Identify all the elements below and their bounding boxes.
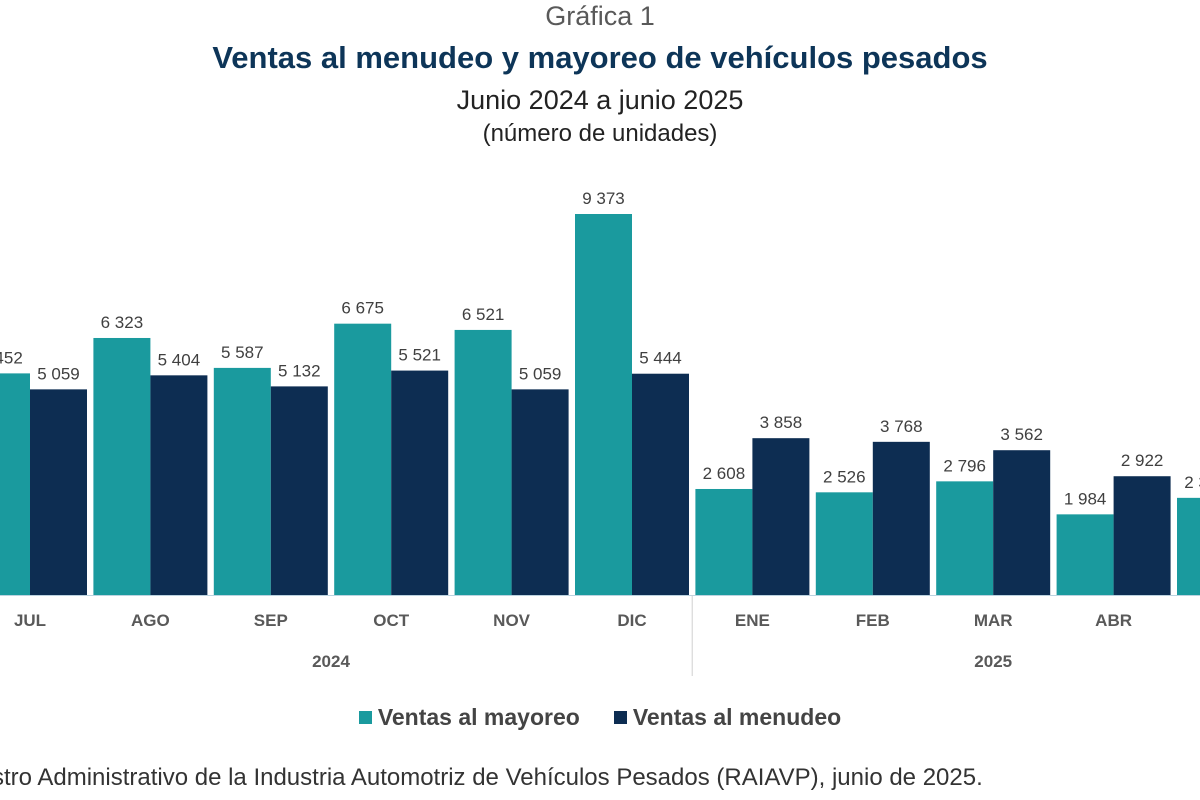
data-label: 6 323 — [101, 313, 144, 332]
bar-mayoreo-may — [1177, 497, 1200, 595]
legend: Ventas al mayoreo Ventas al menudeo — [0, 704, 1200, 731]
legend-swatch-mayoreo — [358, 711, 372, 724]
bar-menudeo-dic — [632, 373, 689, 595]
data-label: 5 059 — [519, 364, 562, 383]
data-label: 2 796 — [943, 456, 986, 475]
x-tick-label: MAR — [974, 611, 1013, 630]
bar-menudeo-oct — [391, 370, 449, 595]
data-label: 1 984 — [1064, 489, 1107, 508]
data-label: 2 526 — [823, 467, 866, 486]
x-tick-label: DIC — [617, 611, 646, 630]
data-label: 2 922 — [1121, 451, 1164, 470]
x-tick-label: ABR — [1095, 611, 1132, 630]
bar-menudeo-mar — [993, 450, 1051, 595]
data-label: 9 373 — [582, 189, 625, 208]
data-label: 2 608 — [703, 464, 746, 483]
data-label: 6 675 — [341, 299, 384, 318]
source-note: stro Administrativo de la Industria Auto… — [0, 764, 983, 791]
data-label: 3 562 — [1000, 425, 1043, 444]
bar-menudeo-abr — [1113, 476, 1171, 595]
legend-swatch-menudeo — [613, 711, 627, 724]
data-label: 3 858 — [760, 413, 803, 432]
bar-mayoreo-sep — [213, 367, 271, 595]
legend-label-mayoreo: Ventas al mayoreo — [377, 704, 580, 730]
bar-menudeo-sep — [270, 386, 328, 595]
bar-chart: 5 452 5 059 JUL 6 323 5 404 AGO 5 587 5 132 SEP 6… — [0, 189, 1200, 676]
bar-mayoreo-mar — [936, 481, 994, 595]
x-tick-label: AGO — [131, 611, 170, 630]
legend-label-menudeo: Ventas al menudeo — [632, 704, 842, 730]
chart-units: (número de unidades) — [482, 120, 718, 147]
bar-mayoreo-dic — [575, 214, 632, 595]
data-label: 5 132 — [278, 361, 321, 380]
bar-menudeo-nov — [511, 389, 569, 595]
bar-mayoreo-ago — [93, 337, 151, 595]
bar-menudeo-feb — [872, 441, 930, 595]
data-label: 5 444 — [639, 349, 682, 368]
bar-mayoreo-feb — [815, 492, 873, 595]
year-label: 2024 — [312, 652, 350, 671]
x-tick-label: SEP — [254, 611, 288, 630]
bar-mayoreo-nov — [454, 329, 512, 595]
x-tick-label: ENE — [735, 611, 770, 630]
data-label: 5 521 — [398, 346, 441, 365]
data-label: 5 404 — [158, 350, 201, 369]
chart-title: Ventas al menudeo y mayoreo de vehículos… — [212, 40, 988, 75]
data-label: 6 521 — [462, 305, 505, 324]
data-label: 5 452 — [0, 348, 23, 367]
bar-mayoreo-ene — [695, 488, 753, 595]
data-label: 5 059 — [37, 364, 80, 383]
data-label: 2 390 — [1184, 473, 1200, 492]
x-tick-label: NOV — [493, 611, 531, 630]
legend-item-mayoreo: Ventas al mayoreo — [358, 704, 580, 731]
legend-item-menudeo: Ventas al menudeo — [613, 704, 842, 731]
bar-mayoreo-jul — [0, 373, 30, 595]
bar-menudeo-ago — [150, 375, 208, 595]
year-label: 2025 — [974, 652, 1012, 671]
data-label: 5 587 — [221, 343, 264, 362]
x-tick-label: JUL — [14, 611, 46, 630]
x-tick-label: OCT — [373, 611, 410, 630]
chart-label: Gráfica 1 — [545, 1, 655, 31]
data-label: 3 768 — [880, 417, 923, 436]
x-tick-label: FEB — [856, 611, 890, 630]
bar-mayoreo-oct — [334, 323, 392, 595]
bar-menudeo-jul — [30, 389, 87, 595]
chart-subtitle: Junio 2024 a junio 2025 — [456, 85, 744, 115]
bar-menudeo-ene — [752, 438, 810, 595]
bar-mayoreo-abr — [1056, 514, 1114, 595]
